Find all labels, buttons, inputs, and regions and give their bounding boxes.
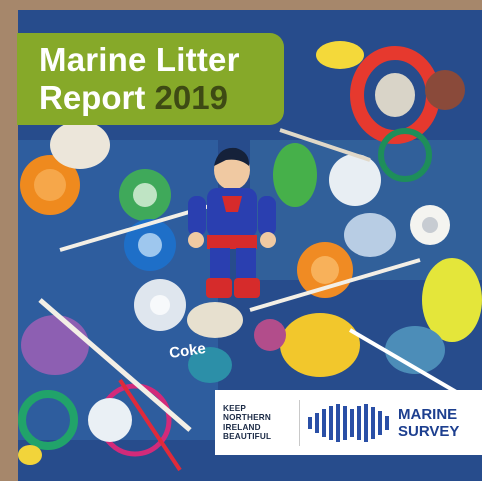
title-year: 2019	[154, 79, 228, 116]
keep-ni-beautiful-logo: KEEP NORTHERN IRELAND BEAUTIFUL	[215, 404, 299, 442]
kni-word: BEAUTIFUL	[223, 432, 272, 441]
partner-logos: KEEP NORTHERN IRELAND BEAUTIFUL MARINE S…	[215, 390, 482, 455]
title-report-word: Report	[39, 79, 146, 116]
can-label: Coke	[168, 340, 207, 362]
marine-survey-logo: MARINE SURVEY	[398, 406, 459, 440]
kni-word: NORTHERN	[223, 413, 271, 422]
marine-survey-wave-icon	[308, 403, 389, 442]
kni-word: KEEP	[223, 403, 247, 413]
report-title: Marine Litter Report 2019	[17, 33, 284, 125]
title-line-1: Marine Litter	[39, 41, 240, 78]
title-line-2: Report 2019	[39, 79, 284, 117]
survey-word: MARINE	[398, 405, 458, 423]
superhero-toy	[188, 147, 276, 298]
survey-word: SURVEY	[398, 422, 460, 440]
logo-divider	[299, 399, 300, 446]
kni-word: IRELAND	[223, 422, 261, 432]
